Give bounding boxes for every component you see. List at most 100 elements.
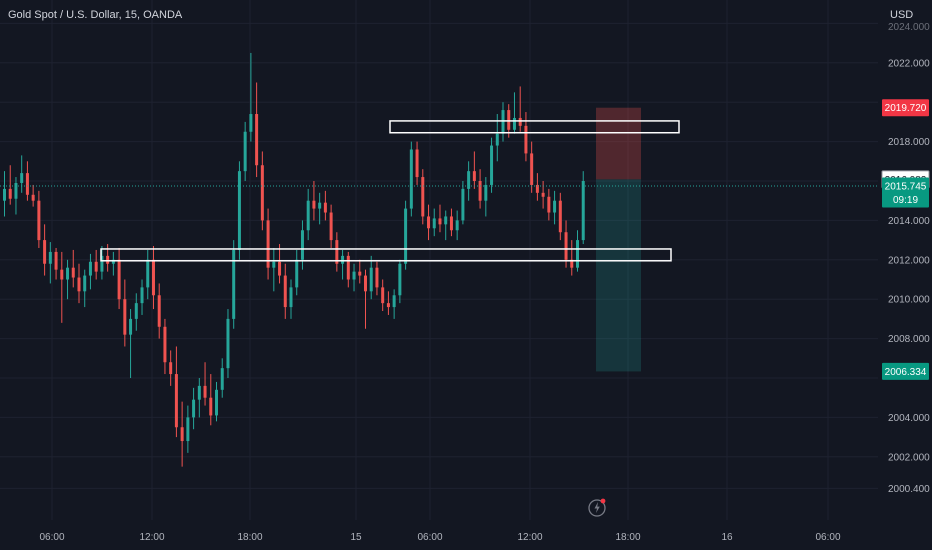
candle-body: [535, 184, 539, 193]
candle-body: [220, 368, 224, 390]
candle-body: [432, 218, 436, 229]
last-price-badge: 2015.745 09:19: [882, 177, 929, 208]
lightning-icon[interactable]: [588, 497, 608, 517]
price-axis[interactable]: 2022.0002018.0002016.0002014.0002012.000…: [888, 22, 930, 495]
candle-body: [386, 303, 390, 308]
candle-body: [43, 240, 47, 264]
candle: [398, 259, 402, 304]
candle-body: [409, 149, 413, 209]
candle-body: [438, 218, 442, 225]
candle: [88, 253, 92, 290]
currency-label[interactable]: USD: [890, 9, 914, 21]
candle-body: [478, 181, 482, 201]
candle-body: [358, 271, 362, 276]
resistance-box[interactable]: [389, 120, 680, 134]
candle-body: [375, 267, 379, 288]
time-axis[interactable]: 06:00 12:00 18:00 15 06:00 12:00 18:00 16 06:00: [39, 532, 840, 543]
support-box[interactable]: [100, 248, 672, 262]
target-price-badge: 2006.334: [882, 362, 929, 380]
candle: [472, 151, 476, 189]
candle: [106, 244, 110, 272]
time-tick-label: 16: [721, 532, 733, 543]
candle-body: [48, 251, 52, 264]
candle-body: [415, 149, 419, 178]
candle-body: [541, 192, 545, 197]
grid: [0, 0, 878, 520]
candle-body: [31, 194, 35, 201]
candle-body: [421, 177, 425, 217]
candle: [295, 249, 299, 296]
position-zones: [596, 107, 641, 372]
candle-body: [300, 230, 304, 260]
support-resistance-boxes[interactable]: [100, 120, 680, 262]
candle-body: [83, 275, 87, 292]
time-tick-label: 15: [350, 532, 362, 543]
candle-body: [564, 232, 568, 260]
price-tick-label: 2008.000: [888, 334, 930, 345]
candle: [335, 232, 339, 272]
candle-body: [260, 165, 264, 221]
candle: [444, 210, 448, 241]
candle-body: [232, 249, 236, 319]
candle: [14, 177, 18, 215]
candle-body: [226, 318, 230, 369]
candle-body: [323, 202, 327, 213]
candle-body: [77, 277, 81, 292]
candle-body: [335, 240, 339, 264]
price-tick-label: 2010.000: [888, 295, 930, 306]
candle: [570, 240, 574, 276]
candle: [352, 263, 356, 292]
candle: [518, 86, 522, 132]
stop-loss-zone[interactable]: [596, 107, 641, 180]
candle-body: [54, 251, 58, 270]
candle-body: [25, 173, 29, 195]
candle-body: [249, 114, 253, 132]
candle-body: [174, 374, 178, 428]
price-tick-label: 2004.000: [888, 413, 930, 424]
candle: [323, 190, 327, 221]
price-tick-label: 2000.400: [888, 484, 930, 495]
candle-body: [272, 261, 276, 268]
candle: [564, 220, 568, 268]
candle: [100, 246, 104, 280]
candle-body: [444, 216, 448, 225]
candle-body: [530, 153, 534, 185]
candle: [346, 251, 350, 288]
price-tick-label: 2002.000: [888, 452, 930, 463]
candle-body: [518, 117, 522, 126]
candle-body: [484, 184, 488, 201]
candle: [278, 244, 282, 284]
candle: [409, 141, 413, 217]
candle: [123, 279, 127, 347]
candle: [186, 405, 190, 453]
candle: [232, 240, 236, 329]
candle-body: [501, 110, 505, 134]
candle: [535, 173, 539, 201]
candle: [329, 204, 333, 248]
candle-body: [255, 114, 259, 166]
candle: [20, 155, 24, 193]
candle-body: [467, 171, 471, 189]
candle-body: [192, 399, 196, 418]
candle: [558, 192, 562, 241]
candle-body: [197, 385, 201, 400]
candle-body: [512, 117, 516, 130]
symbol-title[interactable]: Gold Spot / U.S. Dollar, 15, OANDA: [8, 9, 183, 21]
candle: [94, 249, 98, 280]
candle-body: [151, 259, 155, 296]
candle-body: [71, 267, 75, 278]
candle-body: [318, 202, 322, 209]
candle-body: [576, 240, 579, 268]
take-profit-zone[interactable]: [596, 179, 641, 372]
candle-body: [146, 259, 150, 288]
candle-body: [37, 200, 41, 241]
time-tick-label: 18:00: [237, 532, 262, 543]
candle: [43, 224, 47, 276]
candle: [146, 249, 150, 300]
candle-body: [369, 267, 373, 292]
candle-body: [117, 259, 121, 300]
candle: [455, 210, 459, 241]
candle-body: [558, 200, 562, 233]
